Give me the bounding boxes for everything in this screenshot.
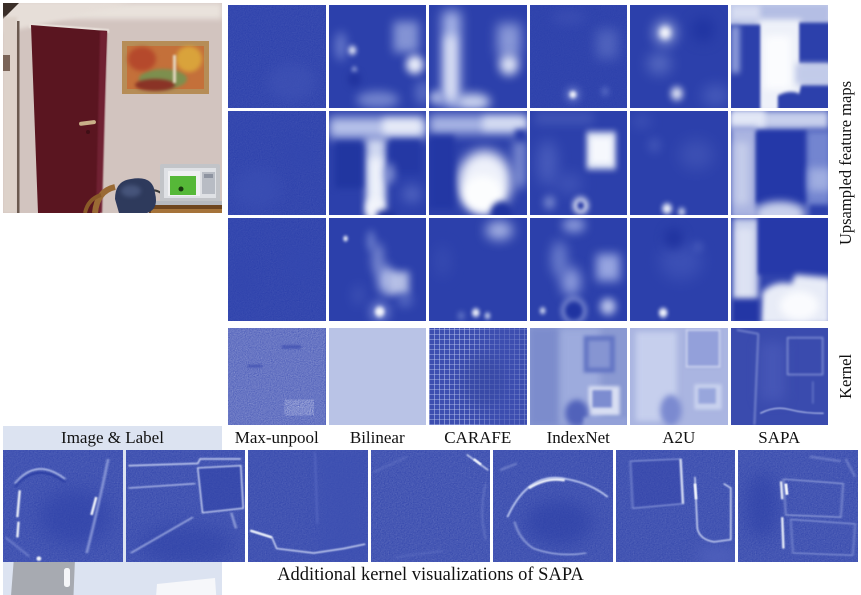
feature-map-carafe-row1 xyxy=(429,5,527,108)
input-photo xyxy=(3,3,222,213)
feature-map-grid xyxy=(228,5,828,321)
side-label-upsampled: Upsampled feature maps xyxy=(835,80,855,246)
sapa-kernel-tile-4 xyxy=(370,450,491,562)
feature-map-bilinear-row3 xyxy=(328,218,426,321)
feature-map-sapa-row2 xyxy=(730,111,828,215)
sapa-kernel-tile-6 xyxy=(615,450,736,562)
feature-map-indexnet-row3 xyxy=(529,218,627,321)
side-label-kernel: Kernel xyxy=(835,354,855,399)
kernel-row xyxy=(228,328,828,425)
kernel-sapa xyxy=(730,328,828,425)
sapa-kernel-tile-1 xyxy=(3,450,123,562)
column-label-maxunpool: Max-unpool xyxy=(234,428,319,447)
figure-caption: Additional kernel visualizations of SAPA xyxy=(277,565,584,585)
sapa-kernel-strip xyxy=(3,450,858,562)
kernel-carafe xyxy=(429,328,527,425)
feature-map-bilinear-row2 xyxy=(328,111,426,215)
feature-map-maxunpool-row3 xyxy=(228,218,326,321)
feature-map-carafe-row3 xyxy=(429,218,527,321)
sapa-kernel-tile-5 xyxy=(493,450,613,562)
column-labels: Max-unpool Bilinear CARAFE IndexNet A2U … xyxy=(228,427,828,449)
column-label-image-label: Image & Label xyxy=(61,428,164,447)
column-label-a2u: A2U xyxy=(662,428,696,447)
feature-map-indexnet-row1 xyxy=(529,5,627,108)
column-label-sapa: SAPA xyxy=(758,428,801,447)
column-label-carafe: CARAFE xyxy=(444,428,512,447)
column-label-bilinear: Bilinear xyxy=(349,428,405,447)
sapa-kernel-tile-3 xyxy=(248,450,368,562)
sapa-kernel-tile-7 xyxy=(738,450,858,562)
feature-map-sapa-row1 xyxy=(730,5,828,108)
feature-map-indexnet-row2 xyxy=(529,111,627,215)
side-label-kernel-wrap: Kernel xyxy=(830,328,861,425)
feature-map-a2u-row1 xyxy=(630,5,728,108)
feature-map-a2u-row3 xyxy=(630,218,728,321)
feature-map-maxunpool-row2 xyxy=(228,111,326,215)
kernel-maxunpool xyxy=(228,328,326,425)
kernel-indexnet xyxy=(529,328,627,425)
feature-map-sapa-row3 xyxy=(730,218,828,321)
feature-map-carafe-row2 xyxy=(429,111,527,215)
column-label-indexnet: IndexNet xyxy=(546,428,610,447)
feature-map-a2u-row2 xyxy=(630,111,728,215)
feature-map-maxunpool-row1 xyxy=(228,5,326,108)
kernel-bilinear xyxy=(328,328,426,425)
kernel-a2u xyxy=(630,328,728,425)
side-label-upsampled-wrap: Upsampled feature maps xyxy=(830,5,861,321)
sapa-kernel-tile-2 xyxy=(125,450,246,562)
feature-map-bilinear-row1 xyxy=(328,5,426,108)
